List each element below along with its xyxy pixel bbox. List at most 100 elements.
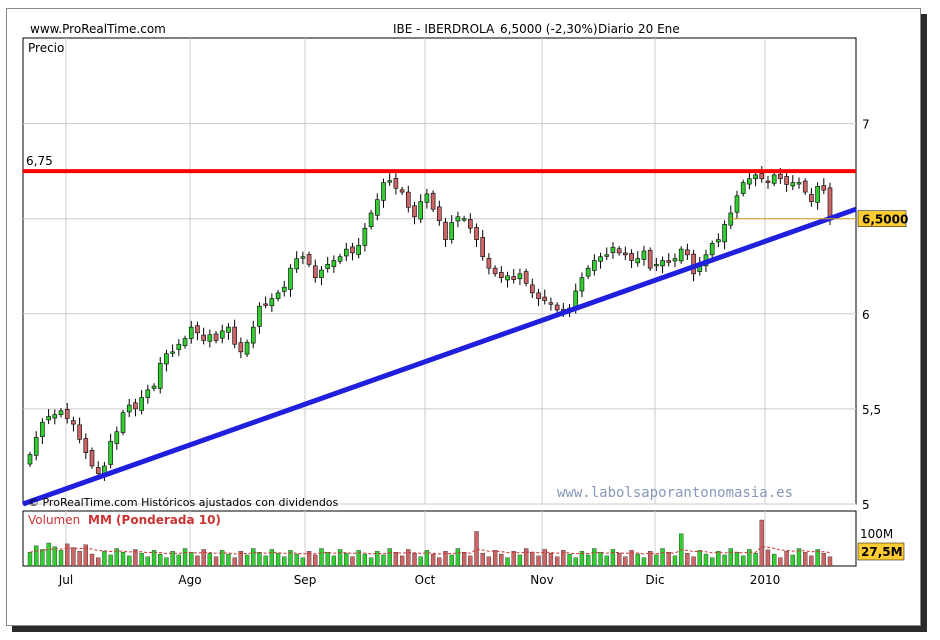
candle xyxy=(784,176,789,185)
volume-label: Volumen xyxy=(28,513,80,527)
candle xyxy=(635,258,641,264)
candle xyxy=(530,284,535,294)
volume-bar xyxy=(127,555,132,567)
candle xyxy=(405,191,411,208)
date-tick-label: Jul xyxy=(58,573,73,587)
volume-bar xyxy=(244,554,250,567)
candle xyxy=(213,333,219,341)
candle xyxy=(554,304,560,311)
date-tick-label: Ago xyxy=(178,573,201,587)
volume-bar xyxy=(567,553,572,567)
volume-bar xyxy=(827,556,833,567)
volume-bar xyxy=(468,555,473,567)
price-tick-label: 5 xyxy=(862,498,870,512)
volume-bar xyxy=(809,555,814,567)
volume-bar xyxy=(604,555,609,567)
volume-bar xyxy=(294,553,299,567)
volume-bar xyxy=(77,551,82,567)
volume-bar xyxy=(275,552,281,567)
price-panel xyxy=(22,37,857,505)
volume-bar xyxy=(344,552,349,567)
volume-bar xyxy=(387,548,392,567)
candle xyxy=(616,248,622,254)
resistance-label: 6,75 xyxy=(26,154,53,168)
candle xyxy=(641,250,647,260)
candle xyxy=(195,325,200,334)
volume-bar xyxy=(759,519,764,567)
candle xyxy=(108,440,113,465)
volume-bar xyxy=(189,552,194,567)
volume-bar xyxy=(356,550,361,567)
volume-bar xyxy=(443,551,448,567)
candle xyxy=(393,178,399,189)
candle xyxy=(52,414,58,419)
price-change-label: 6,5000 (-2,30%) xyxy=(500,22,598,36)
volume-bar xyxy=(325,552,330,567)
candle xyxy=(257,305,262,327)
candle xyxy=(474,227,479,240)
price-panel-label: Precio xyxy=(28,41,64,55)
support-trendline xyxy=(22,206,857,507)
candle xyxy=(759,173,765,180)
volume-bar xyxy=(40,549,45,567)
volume-bar xyxy=(778,557,783,567)
price-tick-label: 6 xyxy=(862,308,870,322)
watermark: www.labolsaporantonomasia.es xyxy=(557,485,793,501)
candle xyxy=(802,180,808,193)
price-tick-label: 5,5 xyxy=(862,403,881,417)
candle xyxy=(424,193,430,203)
volume-bar xyxy=(238,551,244,567)
volume-bar xyxy=(523,548,529,567)
candle xyxy=(288,267,293,290)
volume-bar xyxy=(158,553,163,567)
volume-bar xyxy=(257,552,262,567)
volume-bar xyxy=(474,531,479,567)
candle xyxy=(263,303,268,306)
candle xyxy=(790,182,796,187)
volume-bar xyxy=(703,553,709,567)
price-axis: 76,565,55 xyxy=(862,118,881,512)
volume-bar xyxy=(151,550,157,567)
volume-bar xyxy=(232,557,237,567)
volume-bar xyxy=(821,552,826,567)
candle xyxy=(604,254,610,257)
candle xyxy=(486,257,492,269)
candle xyxy=(71,420,76,425)
ticker-label: IBE - IBERDROLA xyxy=(393,22,495,36)
volume-bar xyxy=(182,548,188,567)
date-gridlines xyxy=(65,38,766,504)
volume-bar xyxy=(579,551,585,567)
volume-bar xyxy=(27,552,33,567)
volume-bar xyxy=(89,553,95,567)
candle xyxy=(747,178,752,185)
candle xyxy=(598,256,603,262)
candle xyxy=(64,408,70,419)
volume-bar xyxy=(499,553,504,567)
volume-bar xyxy=(226,553,231,567)
candle xyxy=(523,271,529,284)
candle xyxy=(709,243,715,256)
volume-bar xyxy=(46,542,51,567)
volume-ma-label: MM (Ponderada 10) xyxy=(88,513,221,527)
candle xyxy=(585,267,591,277)
candle xyxy=(219,330,225,339)
candle xyxy=(815,186,820,203)
volume-bar xyxy=(220,550,225,567)
volume-bar xyxy=(133,549,138,567)
volume-bar xyxy=(83,544,88,567)
candle xyxy=(300,256,306,259)
candle xyxy=(151,385,157,389)
candle xyxy=(809,194,814,202)
candle xyxy=(120,412,126,433)
candle xyxy=(337,256,343,262)
volume-bar xyxy=(722,554,727,567)
candle xyxy=(350,246,355,254)
volume-bar xyxy=(269,549,275,567)
volume-bar xyxy=(102,551,107,567)
volume-bar xyxy=(114,548,119,567)
candle xyxy=(95,467,101,474)
candle xyxy=(319,269,324,278)
candle xyxy=(685,249,690,256)
candle xyxy=(678,248,684,262)
site-label: www.ProRealTime.com xyxy=(30,22,166,36)
